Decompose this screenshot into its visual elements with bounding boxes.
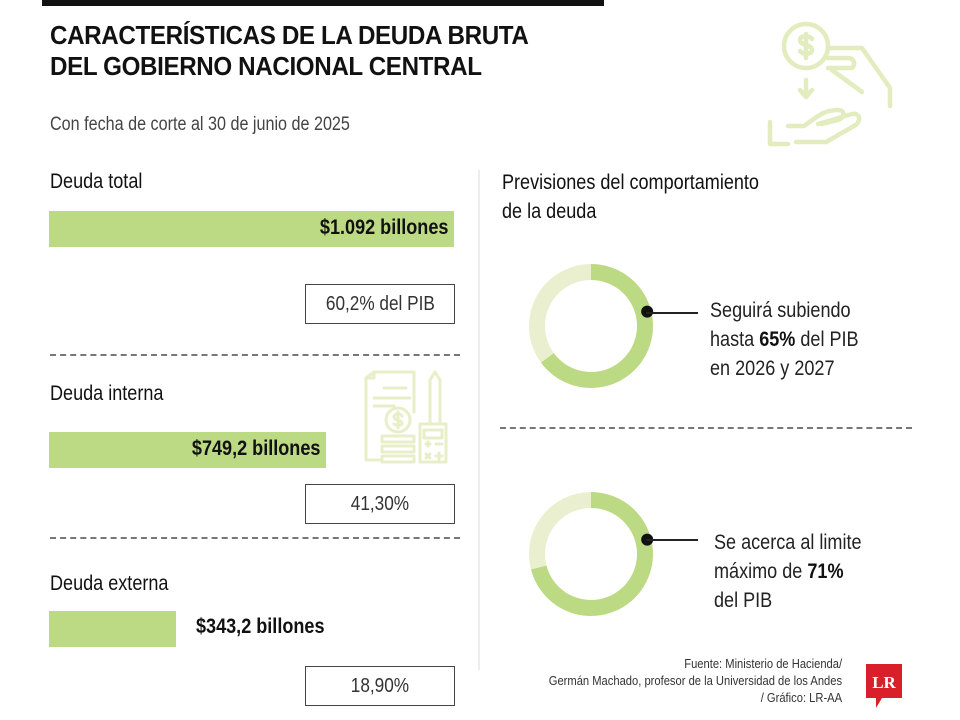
hand-receiving-coin-icon <box>767 21 893 147</box>
forecast-1-text: hasta <box>710 328 760 351</box>
section-label-deuda-externa: Deuda externa <box>50 572 169 595</box>
leader-line <box>646 312 698 314</box>
title-line-1: CARACTERÍSTICAS DE LA DEUDA BRUTA <box>50 20 529 50</box>
forecast-text-1: Seguirá subiendo hasta 65% del PIB en 20… <box>710 296 859 383</box>
source-note: Fuente: Ministerio de Hacienda/ Germán M… <box>549 655 842 706</box>
forecast-1-line-2: hasta 65% del PIB <box>710 325 859 354</box>
top-rule <box>42 0 604 6</box>
forecast-1-text: del PIB <box>795 328 859 351</box>
forecast-heading-line-2: de la deuda <box>502 200 597 223</box>
bar-value-deuda-externa: $343,2 billones <box>196 615 325 638</box>
leader-line <box>646 539 698 541</box>
donut-marker-dot <box>641 305 654 318</box>
pct-box-deuda-interna: 41,30% <box>305 484 455 524</box>
panel-divider <box>478 170 480 670</box>
dashed-divider <box>500 427 912 429</box>
source-line-2: Germán Machado, profesor de la Universid… <box>548 673 842 688</box>
bar-deuda-interna <box>49 432 326 468</box>
lr-logo: LR <box>866 664 902 708</box>
forecast-2-text: máximo de <box>714 560 808 583</box>
forecast-2-line-3: del PIB <box>714 589 773 612</box>
forecast-heading: Previsiones del comportamiento de la deu… <box>502 168 759 226</box>
donut-slice-resto <box>529 264 591 363</box>
forecast-1-line-1: Seguirá subiendo <box>710 299 851 322</box>
donut-chart-65 <box>529 264 654 388</box>
bar-value-deuda-interna: $749,2 billones <box>191 437 320 460</box>
forecast-2-line-2: máximo de 71% <box>714 557 862 586</box>
donut-slice-resto <box>529 492 591 570</box>
finance-document-calculator-icon <box>364 370 448 464</box>
donut-chart-71 <box>529 492 654 616</box>
title-line-2: DEL GOBIERNO NACIONAL CENTRAL <box>50 51 482 81</box>
page-title: CARACTERÍSTICAS DE LA DEUDA BRUTA DEL GO… <box>50 20 529 82</box>
pct-text-deuda-interna: 41,30% <box>350 492 410 515</box>
forecast-text-2: Se acerca al limite máximo de 71% del PI… <box>714 528 862 615</box>
bar-deuda-externa <box>49 611 176 647</box>
source-line-3: / Gráfico: LR-AA <box>760 690 842 705</box>
subtitle: Con fecha de corte al 30 de junio de 202… <box>50 114 350 135</box>
pct-text-deuda-total: 60,2% del PIB <box>325 292 435 315</box>
bar-deuda-total <box>49 211 454 247</box>
forecast-2-line-1: Se acerca al limite <box>714 531 862 554</box>
forecast-2-highlight: 71% <box>807 560 844 583</box>
forecast-1-highlight: 65% <box>759 328 796 351</box>
bar-value-deuda-total: $1.092 billones <box>319 216 448 239</box>
section-label-deuda-total: Deuda total <box>50 170 143 193</box>
pct-text-deuda-externa: 18,90% <box>350 674 410 697</box>
source-line-1: Fuente: Ministerio de Hacienda/ <box>684 656 842 671</box>
dashed-divider <box>50 537 460 539</box>
forecast-1-line-3: en 2026 y 2027 <box>710 357 835 380</box>
pct-box-deuda-total: 60,2% del PIB <box>305 284 455 324</box>
section-label-deuda-interna: Deuda interna <box>50 382 164 405</box>
pct-box-deuda-externa: 18,90% <box>305 666 455 706</box>
dashed-divider <box>50 354 460 356</box>
forecast-heading-line-1: Previsiones del comportamiento <box>502 171 759 194</box>
lr-logo-text: LR <box>872 673 896 692</box>
